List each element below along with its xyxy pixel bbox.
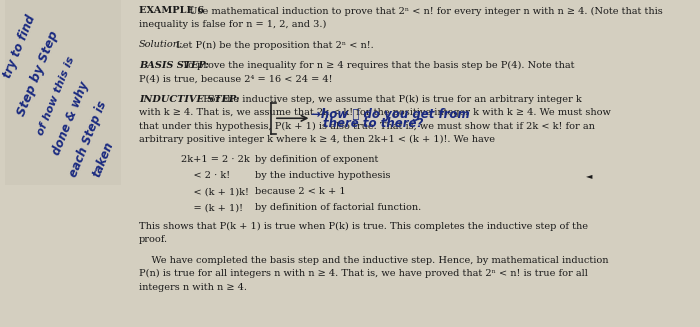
Text: of how this is: of how this is <box>35 55 76 137</box>
Text: by definition of exponent: by definition of exponent <box>255 156 378 164</box>
Text: P(4) is true, because 2⁴ = 16 < 24 = 4!: P(4) is true, because 2⁴ = 16 < 24 = 4! <box>139 74 332 83</box>
Text: Use mathematical induction to prove that 2ⁿ < n! for every integer n with n ≥ 4.: Use mathematical induction to prove that… <box>183 7 663 16</box>
Text: Solution:: Solution: <box>139 41 183 49</box>
Text: arbitrary positive integer k where k ≥ 4, then 2k+1 < (k + 1)!. We have: arbitrary positive integer k where k ≥ 4… <box>139 135 495 144</box>
Text: try to find: try to find <box>1 13 38 80</box>
Text: P(n) is true for all integers n with n ≥ 4. That is, we have proved that 2ⁿ < n!: P(n) is true for all integers n with n ≥… <box>139 269 588 278</box>
Text: 2k+1 = 2 · 2k: 2k+1 = 2 · 2k <box>181 156 249 164</box>
Text: taken: taken <box>90 139 116 179</box>
Text: integers n with n ≥ 4.: integers n with n ≥ 4. <box>139 283 247 292</box>
Text: →how 🔥 do you get from: →how 🔥 do you get from <box>312 108 470 121</box>
Text: We have completed the basis step and the inductive step. Hence, by mathematical : We have completed the basis step and the… <box>139 256 608 265</box>
Text: because 2 < k + 1: because 2 < k + 1 <box>255 187 346 197</box>
Text: ◄: ◄ <box>587 171 593 180</box>
Text: For the inductive step, we assume that P(k) is true for an arbitrary integer k: For the inductive step, we assume that P… <box>199 95 581 104</box>
Text: each Step is: each Step is <box>67 99 109 179</box>
Text: done & why: done & why <box>50 79 91 157</box>
Text: by the inductive hypothesis: by the inductive hypothesis <box>255 171 391 181</box>
Text: inequality is false for n = 1, 2, and 3.): inequality is false for n = 1, 2, and 3.… <box>139 20 326 29</box>
Text: that under this hypothesis, P(k + 1) is also true. That is, we must show that if: that under this hypothesis, P(k + 1) is … <box>139 122 595 131</box>
Text: < 2 · k!: < 2 · k! <box>181 171 230 181</box>
FancyBboxPatch shape <box>5 0 121 185</box>
Text: with k ≥ 4. That is, we assume that 2k < k! for the positive integer k with k ≥ : with k ≥ 4. That is, we assume that 2k <… <box>139 108 610 117</box>
Text: INDUCTIVE STEP:: INDUCTIVE STEP: <box>139 95 239 104</box>
Text: EXAMPLE 6: EXAMPLE 6 <box>139 7 204 15</box>
Text: Let P(n) be the proposition that 2ⁿ < n!.: Let P(n) be the proposition that 2ⁿ < n!… <box>173 41 374 49</box>
Text: there to there?: there to there? <box>323 117 424 130</box>
Text: BASIS STEP:: BASIS STEP: <box>139 61 209 70</box>
Text: = (k + 1)!: = (k + 1)! <box>181 203 242 213</box>
Text: proof.: proof. <box>139 235 168 244</box>
Text: To prove the inequality for n ≥ 4 requires that the basis step be P(4). Note tha: To prove the inequality for n ≥ 4 requir… <box>179 61 575 70</box>
Text: Step by Step: Step by Step <box>15 29 61 118</box>
Text: This shows that P(k + 1) is true when P(k) is true. This completes the inductive: This shows that P(k + 1) is true when P(… <box>139 222 588 231</box>
Text: < (k + 1)k!: < (k + 1)k! <box>181 187 248 197</box>
Text: by definition of factorial function.: by definition of factorial function. <box>255 203 421 213</box>
